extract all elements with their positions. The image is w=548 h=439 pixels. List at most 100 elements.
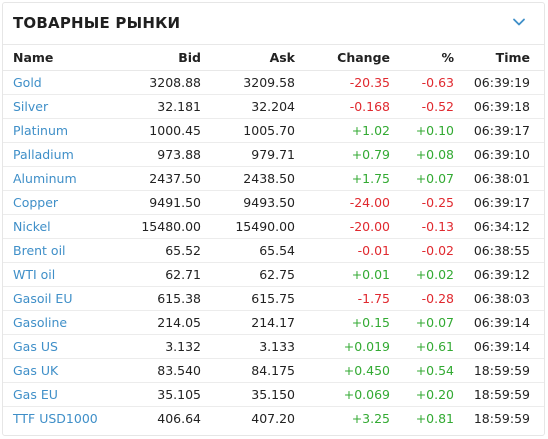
- bid-cell: 15480.00: [105, 214, 201, 239]
- ask-cell: 35.150: [201, 382, 295, 407]
- column-header-ask: Ask: [201, 46, 295, 71]
- bid-cell: 32.181: [105, 94, 201, 119]
- change-cell: -20.00: [295, 214, 390, 239]
- time-cell: 06:39:17: [454, 118, 544, 143]
- instrument-name-link[interactable]: Gas EU: [3, 382, 105, 407]
- table-header-row: Name Bid Ask Change % Time: [3, 46, 544, 71]
- column-header-change: Change: [295, 46, 390, 71]
- ask-cell: 84.175: [201, 358, 295, 383]
- instrument-name-link[interactable]: Platinum: [3, 118, 105, 143]
- table-row: Gasoline 214.05 214.17 +0.15 +0.07 06:39:14: [3, 310, 544, 335]
- time-cell: 18:59:59: [454, 358, 544, 383]
- widget-header: ТОВАРНЫЕ РЫНКИ: [3, 3, 544, 45]
- ask-cell: 9493.50: [201, 190, 295, 215]
- ask-cell: 62.75: [201, 262, 295, 287]
- quotes-table-body: Gold 3208.88 3209.58 -20.35 -0.63 06:39:19 Sil…: [3, 70, 544, 430]
- table-row: Brent oil 65.52 65.54 -0.01 -0.02 06:38:55: [3, 238, 544, 263]
- time-cell: 18:59:59: [454, 382, 544, 407]
- table-row: WTI oil 62.71 62.75 +0.01 +0.02 06:39:12: [3, 262, 544, 287]
- instrument-name-link[interactable]: Nickel: [3, 214, 105, 239]
- bid-cell: 2437.50: [105, 166, 201, 191]
- time-cell: 06:39:10: [454, 142, 544, 167]
- change-cell: -20.35: [295, 70, 390, 95]
- column-header-bid: Bid: [105, 46, 201, 71]
- time-cell: 06:38:01: [454, 166, 544, 191]
- bid-cell: 65.52: [105, 238, 201, 263]
- time-cell: 06:39:19: [454, 70, 544, 95]
- table-row: Silver 32.181 32.204 -0.168 -0.52 06:39:18: [3, 94, 544, 119]
- percent-cell: +0.54: [390, 358, 454, 383]
- instrument-name-link[interactable]: Gas US: [3, 334, 105, 359]
- percent-cell: -0.02: [390, 238, 454, 263]
- change-cell: +1.75: [295, 166, 390, 191]
- ask-cell: 3.133: [201, 334, 295, 359]
- table-row: Gas UK 83.540 84.175 +0.450 +0.54 18:59:59: [3, 358, 544, 383]
- ask-cell: 65.54: [201, 238, 295, 263]
- table-row: TTF USD1000 406.64 407.20 +3.25 +0.81 18:59:5…: [3, 406, 544, 430]
- table-row: Gas US 3.132 3.133 +0.019 +0.61 06:39:14: [3, 334, 544, 359]
- ask-cell: 615.75: [201, 286, 295, 311]
- instrument-name-link[interactable]: Aluminum: [3, 166, 105, 191]
- bid-cell: 406.64: [157, 410, 201, 426]
- table-row: Gas EU 35.105 35.150 +0.069 +0.20 18:59:59: [3, 382, 544, 407]
- instrument-name-link[interactable]: Gasoil EU: [3, 286, 105, 311]
- ask-cell: 1005.70: [201, 118, 295, 143]
- ask-cell: 32.204: [201, 94, 295, 119]
- bid-cell: 9491.50: [105, 190, 201, 215]
- instrument-name-link[interactable]: TTF USD1000: [13, 410, 98, 426]
- ask-cell: 2438.50: [201, 166, 295, 191]
- instrument-name-link[interactable]: Silver: [3, 94, 105, 119]
- change-cell: +0.01: [295, 262, 390, 287]
- instrument-name-link[interactable]: WTI oil: [3, 262, 105, 287]
- change-cell: +0.450: [295, 358, 390, 383]
- table-row: Gasoil EU 615.38 615.75 -1.75 -0.28 06:38:03: [3, 286, 544, 311]
- percent-cell: -0.25: [390, 190, 454, 215]
- percent-cell: -0.13: [390, 214, 454, 239]
- bid-cell: 35.105: [105, 382, 201, 407]
- change-cell: +0.019: [295, 334, 390, 359]
- column-header-percent: %: [390, 46, 454, 71]
- change-cell: -0.01: [295, 238, 390, 263]
- instrument-name-link[interactable]: Gas UK: [3, 358, 105, 383]
- table-row: Nickel 15480.00 15490.00 -20.00 -0.13 06:34:1…: [3, 214, 544, 239]
- time-cell: 06:39:14: [454, 334, 544, 359]
- ask-cell: 407.20: [251, 410, 295, 426]
- bid-cell: 1000.45: [105, 118, 201, 143]
- table-row: Gold 3208.88 3209.58 -20.35 -0.63 06:39:19: [3, 70, 544, 95]
- ask-cell: 979.71: [201, 142, 295, 167]
- ask-cell: 214.17: [201, 310, 295, 335]
- change-cell: -24.00: [295, 190, 390, 215]
- percent-cell: -0.28: [390, 286, 454, 311]
- column-header-time: Time: [454, 46, 544, 71]
- change-cell: +0.069: [295, 382, 390, 407]
- time-cell: 06:38:55: [454, 238, 544, 263]
- time-cell: 06:39:14: [454, 310, 544, 335]
- bid-cell: 62.71: [105, 262, 201, 287]
- percent-cell: +0.20: [390, 382, 454, 407]
- bid-cell: 973.88: [105, 142, 201, 167]
- change-cell: +3.25: [351, 410, 390, 426]
- bid-cell: 83.540: [105, 358, 201, 383]
- instrument-name-link[interactable]: Brent oil: [3, 238, 105, 263]
- bid-cell: 214.05: [105, 310, 201, 335]
- bid-cell: 3.132: [105, 334, 201, 359]
- time-cell: 06:38:03: [454, 286, 544, 311]
- percent-cell: -0.63: [390, 70, 454, 95]
- commodities-widget: ТОВАРНЫЕ РЫНКИ Name Bid Ask Change % Tim…: [2, 2, 545, 436]
- chevron-down-icon[interactable]: [512, 15, 526, 29]
- time-cell: 06:39:12: [454, 262, 544, 287]
- percent-cell: +0.81: [415, 410, 454, 426]
- instrument-name-link[interactable]: Copper: [3, 190, 105, 215]
- percent-cell: -0.52: [390, 94, 454, 119]
- instrument-name-link[interactable]: Gold: [3, 70, 105, 95]
- instrument-name-link[interactable]: Palladium: [3, 142, 105, 167]
- percent-cell: +0.10: [390, 118, 454, 143]
- time-cell: 06:39:18: [454, 94, 544, 119]
- bid-cell: 615.38: [105, 286, 201, 311]
- instrument-name-link[interactable]: Gasoline: [3, 310, 105, 335]
- percent-cell: +0.02: [390, 262, 454, 287]
- change-cell: +0.15: [295, 310, 390, 335]
- time-cell: 06:34:12: [454, 214, 544, 239]
- bid-cell: 3208.88: [105, 70, 201, 95]
- column-header-name: Name: [3, 46, 105, 71]
